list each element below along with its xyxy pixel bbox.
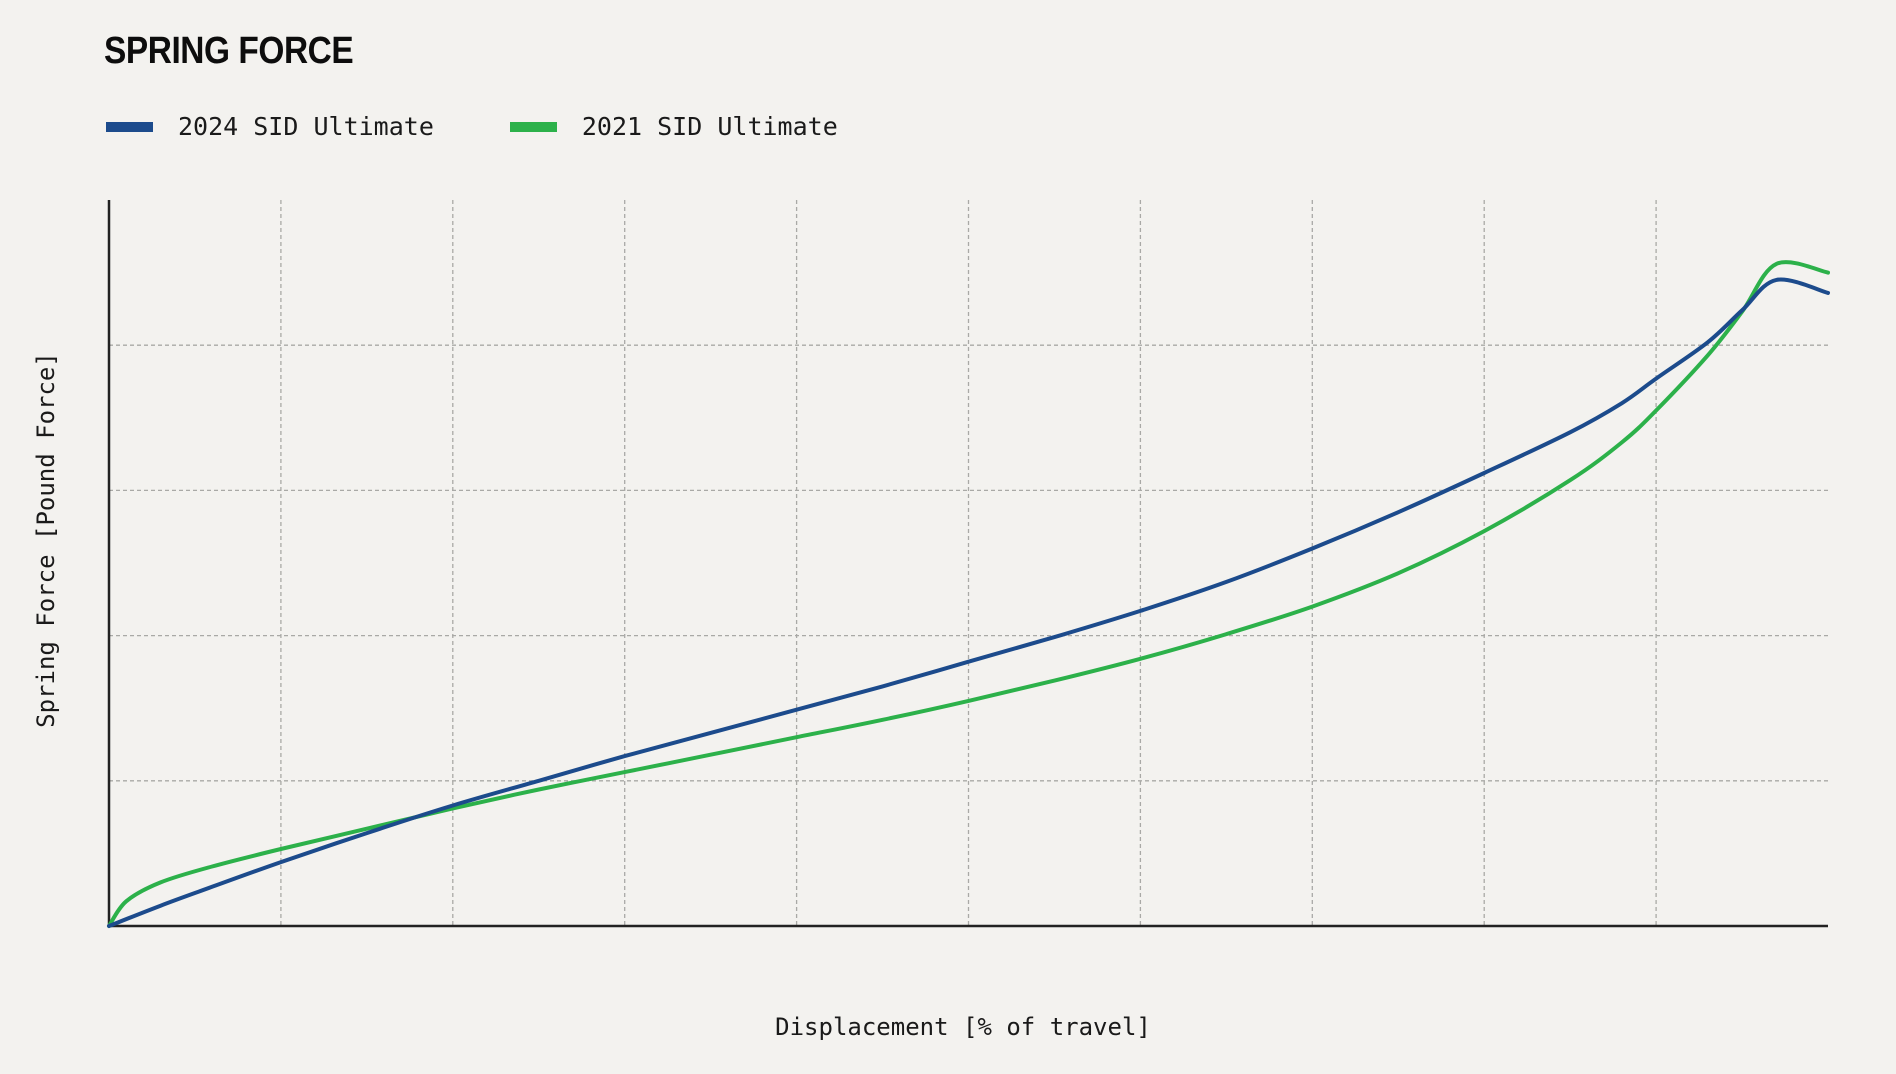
legend-swatch-2024 [106,121,153,132]
series-line-2024 [107,277,1830,928]
x-axis-label: Displacement [% of travel] [775,1013,1151,1041]
chart-title: SPRING FORCE [104,30,354,72]
legend-label-2021: 2021 SID Ultimate [581,112,838,141]
legend-item-2024: 2024 SID Ultimate [106,112,434,141]
legend: 2024 SID Ultimate 2021 SID Ultimate [106,112,914,141]
legend-label-2024: 2024 SID Ultimate [178,112,434,141]
legend-swatch-2021 [509,121,557,132]
legend-item-2021: 2021 SID Ultimate [509,112,838,141]
series-line-2021 [107,260,1830,928]
